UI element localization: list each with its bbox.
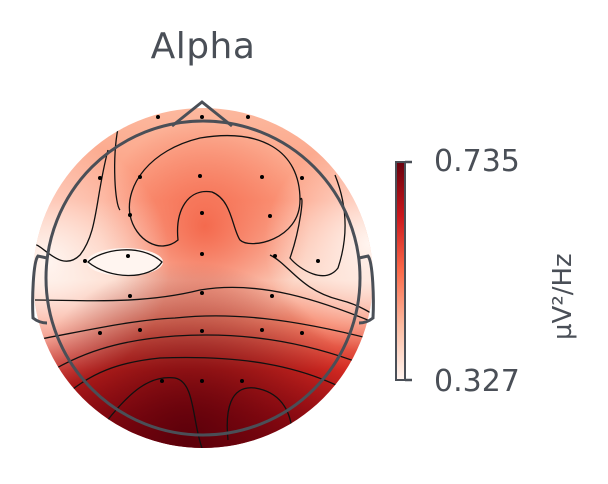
colorbar-max-label: 0.735	[434, 144, 520, 179]
chart-title: Alpha	[150, 26, 256, 67]
contour-lines	[33, 127, 373, 448]
head-outline	[31, 100, 375, 437]
colorbar	[395, 160, 412, 382]
colorbar-gradient	[395, 161, 406, 381]
left-ear	[31, 254, 48, 325]
colorbar-unit-label: µV²/Hz	[548, 253, 578, 340]
head-circle	[44, 119, 362, 437]
colorbar-min-label: 0.327	[434, 364, 520, 399]
scalp-heatmap	[33, 108, 373, 448]
sensor-dots	[83, 115, 320, 383]
right-ear	[358, 254, 375, 325]
nose	[171, 100, 233, 128]
